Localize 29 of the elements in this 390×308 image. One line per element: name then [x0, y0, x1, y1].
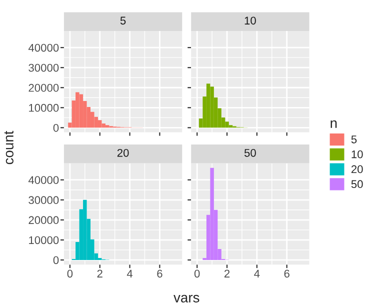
y-tick-label: 10000 — [29, 104, 59, 112]
y-tick-label: 20000 — [28, 216, 59, 224]
x-axis-title: vars — [174, 294, 200, 302]
x-tick-label: 6 — [157, 270, 162, 278]
legend-label: 5 — [351, 136, 357, 144]
legend-label: 50 — [351, 180, 363, 188]
legend-label: 20 — [351, 165, 363, 174]
chart-title: 50 — [244, 148, 256, 157]
legend-label: 10 — [352, 150, 363, 158]
x-tick-label: 2 — [224, 270, 230, 278]
chart-title: 5 — [120, 16, 126, 25]
x-tick-label: 4 — [126, 270, 133, 278]
legend-title: n — [330, 120, 337, 128]
y-tick-label: 40000 — [28, 176, 59, 184]
y-tick-label: 30000 — [28, 196, 59, 204]
chart-title: 20 — [117, 148, 129, 157]
x-tick-label: 0 — [194, 270, 200, 278]
x-tick-label: 4 — [254, 270, 260, 278]
y-axis-title: count — [4, 130, 14, 164]
x-tick-label: 6 — [284, 270, 290, 278]
y-tick-label: 20000 — [28, 84, 59, 92]
x-tick-label: 2 — [97, 270, 102, 278]
y-tick-label: 10000 — [29, 236, 59, 244]
y-tick-label: 30000 — [28, 64, 59, 72]
y-tick-label: 40000 — [28, 44, 59, 52]
y-tick-label: 0 — [53, 256, 59, 264]
x-tick-label: 0 — [67, 270, 73, 278]
chart-title: 10 — [244, 16, 256, 25]
y-tick-label: 0 — [53, 124, 59, 132]
